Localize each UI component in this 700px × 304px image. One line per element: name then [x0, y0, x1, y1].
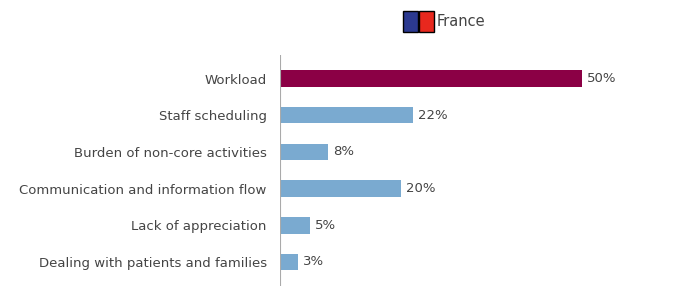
Bar [280, 217, 310, 233]
Bar [280, 254, 298, 270]
Text: 5%: 5% [315, 219, 336, 232]
Bar [280, 107, 413, 123]
Text: 8%: 8% [333, 145, 354, 158]
Bar [280, 144, 328, 160]
Text: France: France [437, 14, 486, 29]
Text: 20%: 20% [405, 182, 435, 195]
Bar [280, 180, 400, 197]
Text: 3%: 3% [303, 255, 324, 268]
Text: 50%: 50% [587, 72, 616, 85]
Bar [280, 70, 582, 87]
Text: 22%: 22% [418, 109, 447, 122]
